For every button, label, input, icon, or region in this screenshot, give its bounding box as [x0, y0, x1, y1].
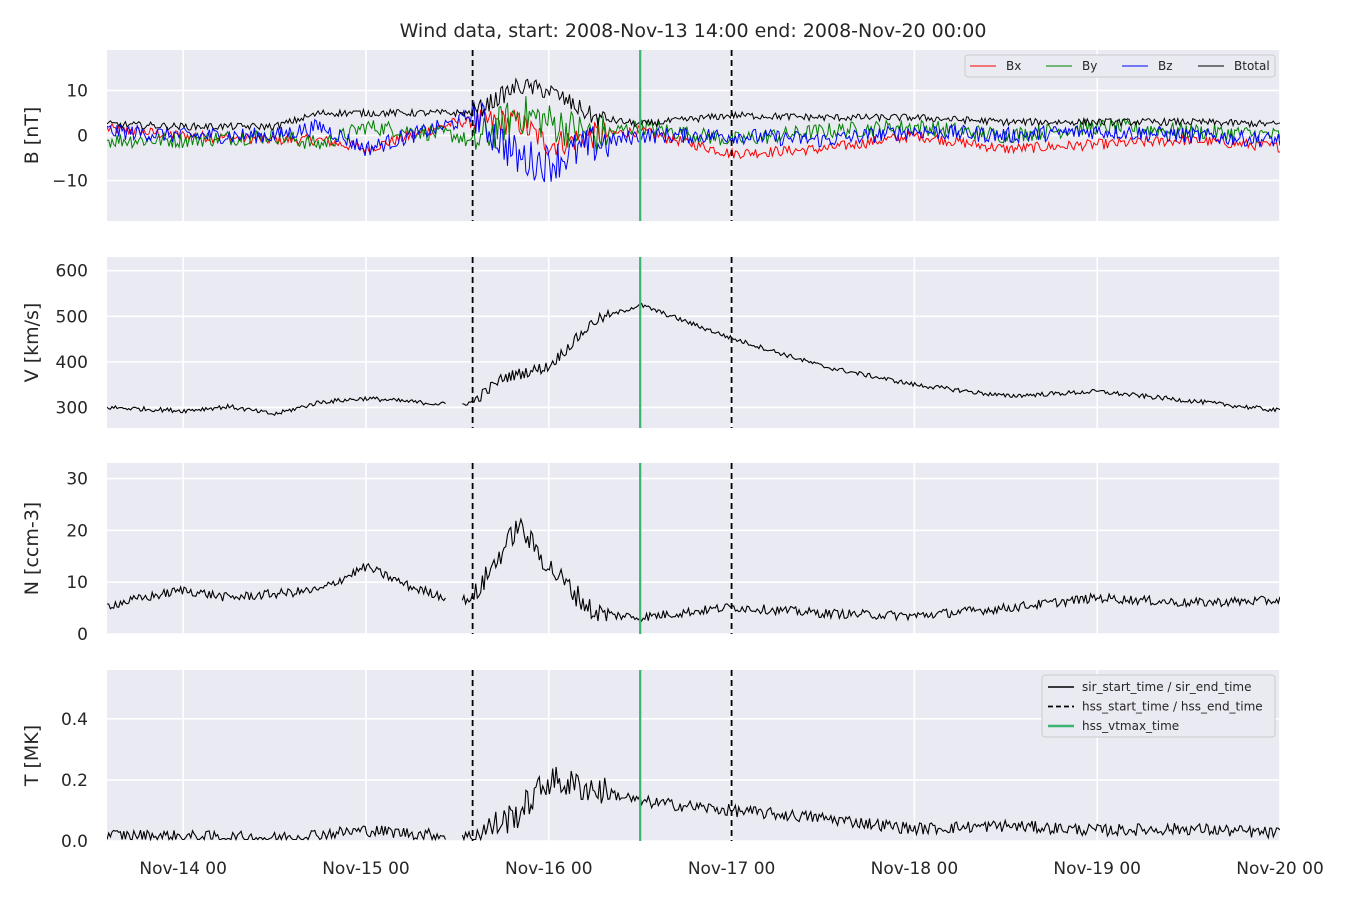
y-tick-label: 0.2: [61, 771, 88, 791]
legend-box: [964, 54, 1276, 78]
series-group: [107, 302, 1280, 416]
legend-box: [1041, 674, 1276, 738]
panels: −10 0 10 B [nT] 300 400 500 600 V [km/s] 0 10 20 30 N…: [21, 50, 1324, 879]
series-line-bz: [107, 101, 1280, 183]
y-tick-label: 600: [56, 262, 88, 282]
y-tick-label: 0: [77, 127, 88, 147]
series-group: [107, 77, 1280, 183]
y-tick-label: 400: [56, 353, 88, 373]
x-tick-label: Nov-16 00: [505, 859, 593, 879]
y-axis-label: V [km/s]: [21, 303, 43, 383]
x-tick-label: Nov-20 00: [1236, 859, 1324, 879]
y-tick-label: 0.0: [61, 832, 88, 852]
v-panel: 300 400 500 600 V [km/s]: [21, 257, 1281, 428]
y-tick-label: 10: [66, 82, 88, 102]
field-legend: Bx By Bz Btotal: [964, 54, 1276, 78]
legend-label-bx: Bx: [1006, 59, 1021, 73]
series-group: [107, 766, 1280, 841]
y-tick-label: 0.4: [61, 710, 88, 730]
figure-title: Wind data, start: 2008-Nov-13 14:00 end:…: [400, 20, 987, 42]
series-line-bx: [107, 106, 1280, 160]
plot-area: [107, 463, 1280, 634]
times-legend: sir_start_time / sir_end_time hss_start_t…: [1041, 674, 1276, 738]
series-line: [107, 766, 1280, 841]
series-group: [107, 517, 1280, 623]
x-tick-label: Nov-15 00: [322, 859, 410, 879]
y-axis-label: N [ccm-3]: [21, 502, 43, 595]
x-tick-label: Nov-19 00: [1053, 859, 1141, 879]
legend-label-bz: Bz: [1158, 59, 1173, 73]
legend-label-0: sir_start_time / sir_end_time: [1082, 680, 1252, 694]
legend-label-by: By: [1082, 59, 1097, 73]
series-line: [107, 517, 1280, 623]
x-tick-labels: Nov-14 00 Nov-15 00 Nov-16 00 Nov-17 00 Nov-…: [139, 859, 1323, 879]
y-tick-label: 500: [56, 307, 88, 327]
legend-label-2: hss_vtmax_time: [1082, 719, 1179, 733]
y-tick-label: −10: [52, 172, 88, 192]
x-tick-label: Nov-18 00: [871, 859, 959, 879]
series-line: [107, 302, 1280, 416]
y-tick-label: 0: [77, 625, 88, 645]
legend-label-btotal: Btotal: [1234, 59, 1270, 73]
legend-label-1: hss_start_time / hss_end_time: [1082, 700, 1263, 714]
x-tick-label: Nov-14 00: [139, 859, 227, 879]
plot-area: [107, 257, 1280, 428]
y-tick-label: 20: [66, 521, 88, 541]
n-panel: 0 10 20 30 N [ccm-3]: [21, 463, 1281, 645]
y-tick-label: 300: [56, 398, 88, 418]
y-tick-label: 10: [66, 573, 88, 593]
y-tick-label: 30: [66, 470, 88, 490]
y-axis-label: T [MK]: [21, 725, 43, 787]
series-line-btotal: [107, 77, 1280, 132]
x-tick-label: Nov-17 00: [688, 859, 776, 879]
y-axis-label: B [nT]: [21, 107, 43, 165]
b-panel: −10 0 10 B [nT]: [21, 50, 1281, 221]
